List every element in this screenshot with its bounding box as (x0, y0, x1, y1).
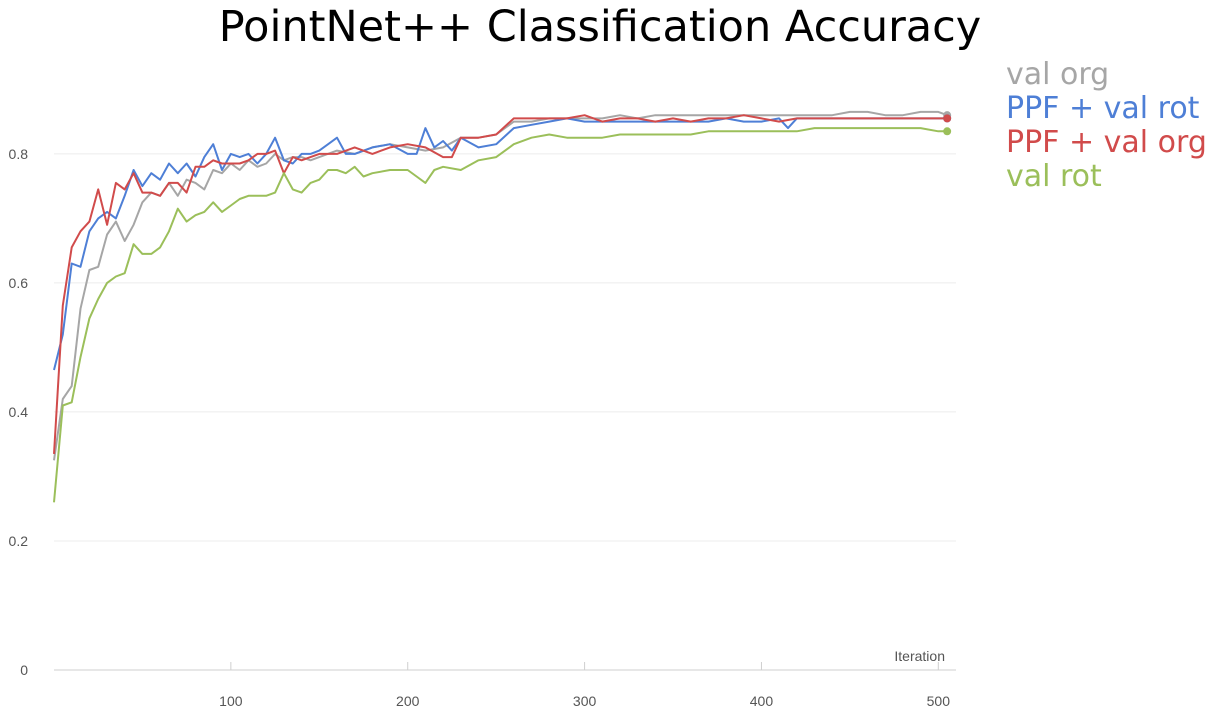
x-tick-label: 300 (573, 693, 597, 709)
chart-title: PointNet++ Classification Accuracy (218, 2, 982, 52)
x-tick-label: 100 (219, 693, 243, 709)
series-end-point-2 (943, 114, 952, 123)
series-line-1 (53, 117, 948, 371)
series-line-2 (53, 114, 948, 454)
x-axis-title: Iteration (894, 648, 945, 664)
end-markers (943, 111, 952, 136)
y-tick-label: 0.8 (9, 146, 29, 162)
legend-entry: PPF + val rot (1006, 91, 1200, 126)
y-axis: 0 0.2 0.4 0.6 0.8 (9, 146, 29, 678)
y-tick-label: 0.4 (9, 404, 29, 420)
series-line-3 (53, 127, 948, 503)
x-tick-label: 200 (396, 693, 420, 709)
x-axis: 100 200 300 400 500 (219, 662, 950, 709)
grid-lines (54, 153, 956, 671)
legend: val org PPF + val rot PPF + val org val rot (1006, 58, 1207, 194)
x-tick-label: 400 (750, 693, 774, 709)
series-end-point-3 (943, 127, 952, 136)
line-chart: 100 200 300 400 500 0 0.2 0.4 0.6 0.8 Iteration (9, 110, 956, 709)
legend-entry: val rot (1006, 159, 1102, 194)
x-tick-label: 500 (927, 693, 951, 709)
y-tick-label: 0.2 (9, 533, 29, 549)
series-lines (53, 110, 948, 503)
y-tick-label: 0 (20, 662, 28, 678)
legend-entry: val org (1006, 57, 1110, 92)
y-tick-label: 0.6 (9, 275, 29, 291)
legend-entry: PPF + val org (1006, 125, 1207, 160)
